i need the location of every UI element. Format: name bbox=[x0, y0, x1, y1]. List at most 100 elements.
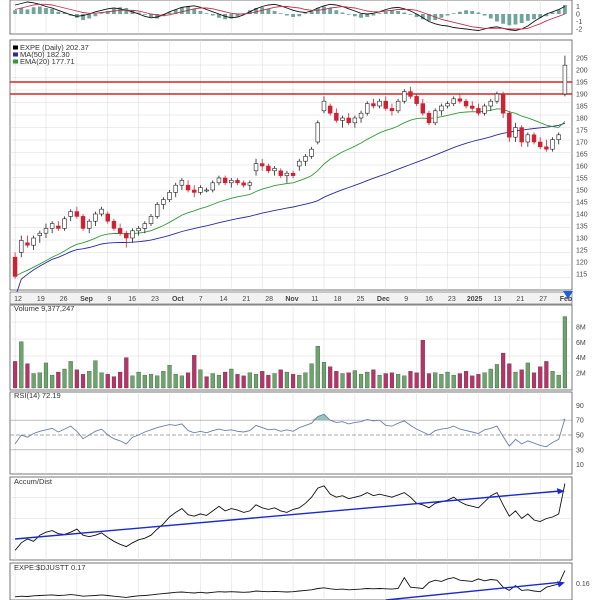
date-tick: 9 bbox=[404, 296, 408, 303]
volume-bar bbox=[334, 371, 339, 389]
volume-bar bbox=[402, 375, 407, 389]
candle bbox=[537, 137, 543, 150]
macd-histogram-bar bbox=[408, 14, 413, 15]
candle-body bbox=[272, 168, 277, 172]
ma50-line bbox=[14, 122, 566, 298]
macd-histogram-bar bbox=[309, 11, 314, 14]
candle-body bbox=[358, 112, 364, 119]
volume-bar bbox=[13, 361, 18, 389]
candle-body bbox=[204, 189, 209, 192]
volume-axis-tick: 6M bbox=[576, 340, 586, 347]
volume-bar bbox=[439, 374, 444, 389]
date-tick: 9 bbox=[107, 296, 111, 303]
candle-body bbox=[124, 232, 129, 239]
macd-histogram-bar bbox=[359, 14, 363, 18]
macd-histogram-bar bbox=[383, 11, 388, 14]
candle-body bbox=[222, 177, 228, 184]
date-tick: Dec bbox=[377, 296, 390, 303]
macd-histogram-bar bbox=[25, 9, 30, 14]
candle bbox=[562, 55, 568, 97]
macd-histogram-bar bbox=[62, 12, 67, 14]
volume-bar bbox=[186, 372, 191, 389]
candle bbox=[62, 216, 67, 231]
volume-bar bbox=[562, 316, 567, 389]
macd-histogram-bar bbox=[99, 13, 104, 14]
legend-label: MA(50) 182.30 bbox=[20, 50, 70, 59]
macd-histogram-bar bbox=[173, 9, 178, 14]
candle-body bbox=[185, 184, 191, 191]
date-tick: 7 bbox=[199, 296, 203, 303]
candle-body bbox=[297, 160, 302, 167]
candle-body bbox=[19, 240, 24, 253]
macd-histogram-bar bbox=[519, 14, 524, 23]
legend-entry: EMA(20) 177.71 bbox=[13, 57, 75, 66]
candle bbox=[25, 235, 30, 248]
volume-bar bbox=[235, 374, 240, 389]
candle bbox=[476, 103, 481, 116]
candle-body bbox=[37, 232, 43, 236]
candle bbox=[247, 180, 253, 190]
volume-bar bbox=[260, 371, 265, 389]
candle-body bbox=[68, 211, 73, 217]
candle-body bbox=[426, 112, 432, 124]
rsi-panel: 90 70 50 30 10 RSI(14) 72.19 bbox=[9, 391, 584, 475]
trendline-arrow-icon bbox=[556, 488, 565, 495]
volume-bar bbox=[216, 374, 222, 389]
volume-bar bbox=[352, 370, 357, 389]
macd-histogram-bar bbox=[550, 12, 555, 14]
candle-body bbox=[389, 108, 395, 112]
volume-bar bbox=[93, 360, 98, 389]
candle bbox=[192, 185, 197, 198]
price-axis-tick: 165 bbox=[576, 152, 588, 159]
candle-body bbox=[192, 189, 197, 193]
date-tick: 18 bbox=[334, 296, 342, 303]
candle-body bbox=[408, 91, 413, 97]
macd-histogram-bar bbox=[192, 8, 197, 14]
legend-entry: MA(50) 182.30 bbox=[13, 50, 70, 59]
rsi-axis-tick: 10 bbox=[576, 462, 584, 469]
macd-histogram-bar bbox=[37, 6, 42, 14]
candle bbox=[216, 175, 222, 186]
macd-histogram-bar bbox=[396, 11, 401, 14]
candle bbox=[451, 96, 456, 106]
volume-bar bbox=[482, 372, 487, 389]
volume-bar bbox=[445, 371, 450, 389]
candle-body bbox=[216, 177, 222, 184]
candle bbox=[56, 221, 61, 231]
macd-axis-tick: -1 bbox=[576, 19, 582, 26]
candle-body bbox=[25, 242, 30, 246]
volume-bar bbox=[284, 371, 289, 389]
macd-histogram-bar bbox=[439, 14, 444, 18]
candle-body bbox=[173, 184, 178, 193]
macd-histogram-bar bbox=[254, 8, 258, 14]
candle bbox=[12, 252, 18, 279]
candle bbox=[142, 221, 148, 234]
price-axis-tick: 120 bbox=[576, 260, 588, 267]
candle bbox=[148, 214, 154, 226]
volume-bar bbox=[315, 346, 320, 389]
volume-bar bbox=[488, 368, 493, 389]
macd-line bbox=[14, 1, 566, 31]
volume-bar bbox=[494, 364, 500, 389]
relative-strength-label: EXPE:$DJUSTT 0.17 bbox=[14, 563, 86, 572]
candle-body bbox=[161, 199, 166, 205]
candle-body bbox=[80, 216, 86, 229]
volume-bar bbox=[223, 371, 228, 389]
candle bbox=[49, 221, 55, 234]
volume-bar bbox=[550, 371, 555, 389]
volume-bar bbox=[371, 369, 376, 389]
candle bbox=[531, 132, 537, 145]
date-tick: 21 bbox=[242, 296, 250, 303]
macd-histogram-bar bbox=[464, 10, 468, 14]
candle bbox=[204, 187, 209, 193]
candle-body bbox=[414, 96, 419, 104]
candle bbox=[414, 94, 419, 106]
macd-histogram-bar bbox=[544, 14, 549, 17]
date-tick: Nov bbox=[285, 296, 298, 303]
macd-histogram-bar bbox=[346, 14, 351, 15]
candle bbox=[87, 218, 92, 234]
macd-histogram-bar bbox=[235, 14, 240, 17]
volume-bar bbox=[37, 372, 42, 389]
macd-histogram-bar bbox=[507, 14, 512, 26]
